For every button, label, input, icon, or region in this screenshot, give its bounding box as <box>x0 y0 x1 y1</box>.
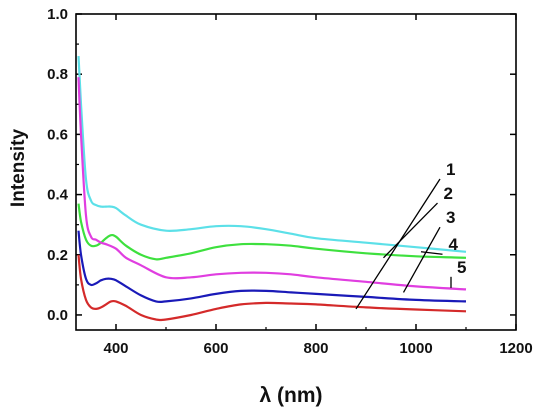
y-tick-label: 0.2 <box>47 247 68 264</box>
x-axis-title: λ (nm) <box>260 384 323 407</box>
series-label-2: 2 <box>444 184 453 203</box>
y-tick-label: 0.4 <box>47 187 69 204</box>
axis-ticks: 400 600 800 1000 1200 0.0 0.2 0.4 0.6 0.8 1.0 <box>47 6 533 357</box>
y-axis-title: Intensity <box>8 129 29 208</box>
series-label-4: 4 <box>449 235 459 254</box>
series-line-2 <box>77 203 467 261</box>
y-tick-label: 0.0 <box>47 307 68 324</box>
series-line-5 <box>77 254 467 322</box>
x-tick-label: 1000 <box>399 340 432 357</box>
plot-area-border <box>75 13 517 331</box>
series-label-leader-4 <box>420 251 443 255</box>
y-tick-label: 0.8 <box>47 66 68 83</box>
x-tick-label: 1200 <box>499 340 532 357</box>
x-tick-label: 800 <box>303 340 328 357</box>
series-label-5: 5 <box>457 258 466 277</box>
series-lines <box>77 56 467 322</box>
x-tick-label: 600 <box>203 340 228 357</box>
y-tick-label: 1.0 <box>47 6 68 23</box>
plot-frame <box>75 13 517 331</box>
y-tick-label: 0.6 <box>47 126 68 143</box>
series-label-1: 1 <box>446 160 455 179</box>
series-label-leader-3 <box>402 226 441 293</box>
series-line-1 <box>77 56 467 253</box>
series-label-3: 3 <box>446 208 455 227</box>
x-tick-label: 400 <box>103 340 128 357</box>
series-line-3 <box>77 77 467 291</box>
series-label-leader-2 <box>383 202 438 259</box>
series-labels: 1 2 3 4 5 <box>355 160 466 310</box>
series-line-4 <box>77 230 467 304</box>
